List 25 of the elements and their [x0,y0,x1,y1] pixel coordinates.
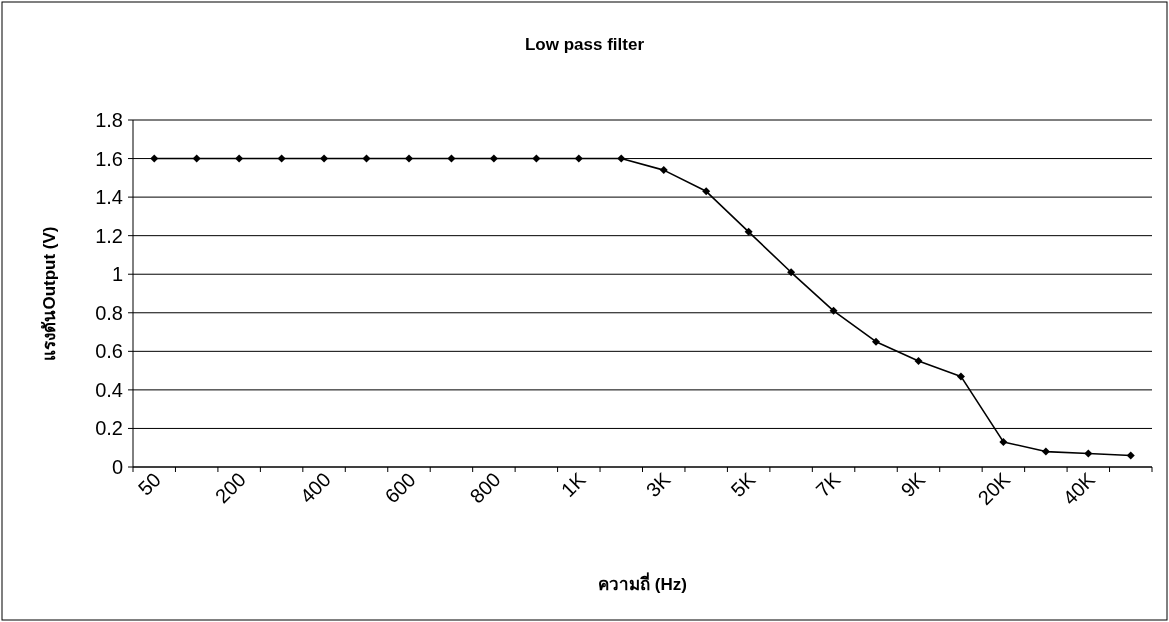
y-tick-label: 0.2 [95,417,123,440]
x-tick-label: 200 [210,468,250,508]
y-tick-label: 1.2 [95,224,123,247]
x-tick-label: 9K [896,467,930,502]
y-axis-title: แรงดันOutput (V) [40,226,59,361]
y-tick-label: 0.8 [95,301,123,324]
y-tick-label: 0.6 [95,340,123,363]
x-tick-label: 1K [556,467,591,502]
x-tick-label: 7K [811,467,845,502]
x-axis-title: ความถี่ (Hz) [598,572,687,594]
y-tick-label: 0 [111,456,123,478]
x-tick-label: 800 [465,468,505,508]
x-tick-label: 3K [641,467,676,502]
y-tick-label: 1 [111,263,123,286]
y-tick-label: 1.4 [95,186,123,209]
x-tick-label: 50 [133,468,166,500]
y-tick-label: 0.4 [95,378,123,401]
x-tick-label: 20K [973,467,1015,509]
y-tick-label: 1.6 [95,147,123,170]
x-tick-label: 5K [726,467,760,502]
y-tick-label: 1.8 [95,109,123,131]
x-tick-label: 400 [295,468,335,508]
x-tick-label: 600 [380,468,420,508]
chart-title: Low pass filter [524,35,645,54]
x-tick-label: 40K [1058,467,1100,509]
